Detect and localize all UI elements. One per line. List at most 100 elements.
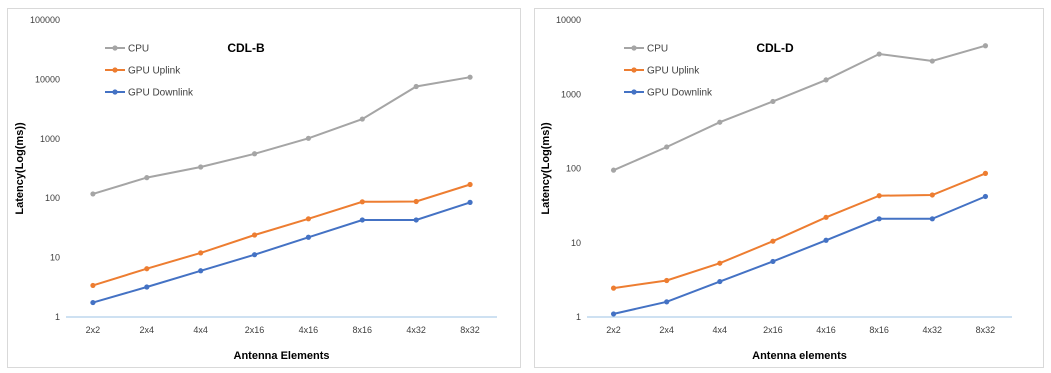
y-tick-label: 100: [45, 193, 60, 203]
data-point: [664, 144, 670, 150]
data-point: [823, 77, 829, 83]
x-tick-label: 8x32: [976, 325, 996, 335]
x-tick-label: 2x4: [659, 325, 674, 335]
x-tick-label: 8x16: [869, 325, 889, 335]
legend-swatch-marker: [631, 89, 637, 95]
x-tick-label: 4x4: [713, 325, 728, 335]
x-tick-label: 2x4: [140, 325, 155, 335]
data-point: [467, 181, 473, 188]
chart-panel-cdl-b: 1 10 100 1000 10000 100000 2x2 2x4 4x4 2x16 4x16 8x…: [7, 8, 521, 368]
data-point: [929, 58, 935, 64]
data-point: [251, 252, 258, 258]
y-tick-label: 100: [566, 164, 581, 174]
data-point: [770, 98, 776, 105]
series-line-1: [613, 172, 986, 290]
legend-label: GPU Downlink: [128, 88, 194, 99]
x-tick-label: 4x32: [923, 325, 943, 335]
data-point: [876, 193, 882, 199]
x-axis-label: Antenna elements: [752, 350, 847, 362]
legend-swatch-marker: [631, 45, 637, 51]
data-point: [413, 83, 419, 90]
data-point: [198, 250, 204, 256]
data-point: [90, 191, 96, 197]
data-point: [198, 268, 204, 274]
legend-label: CPU: [128, 44, 149, 55]
legend-label: GPU Uplink: [647, 66, 700, 77]
legend-label: GPU Uplink: [128, 66, 181, 77]
data-point: [305, 234, 312, 240]
x-tick-label: 8x16: [353, 325, 373, 335]
data-point: [664, 299, 670, 305]
data-point: [717, 278, 723, 285]
y-axis-label: Latency(Log(ms)): [540, 122, 552, 215]
y-tick-label: 1: [55, 312, 60, 322]
data-point: [770, 238, 776, 244]
x-tick-label: 2x2: [86, 325, 101, 335]
data-point: [467, 199, 473, 205]
data-point: [144, 266, 150, 272]
chart-cdl-b: 1 10 100 1000 10000 100000 2x2 2x4 4x4 2x16 4x16 8x…: [14, 15, 497, 362]
data-point: [823, 237, 829, 243]
data-point: [610, 285, 617, 291]
chart-title: CDL-D: [756, 41, 794, 55]
y-tick-label: 100000: [30, 15, 60, 25]
x-axis-label: Antenna Elements: [234, 350, 330, 362]
x-tick-label: 4x4: [193, 325, 208, 335]
data-point: [467, 74, 473, 80]
data-point: [610, 167, 617, 173]
data-point: [413, 217, 419, 223]
data-point: [251, 151, 258, 157]
y-axis-label: Latency(Log(ms)): [14, 122, 26, 215]
data-point: [359, 199, 365, 205]
y-tick-label: 10: [571, 238, 581, 248]
x-tick-label: 2x2: [606, 325, 621, 335]
data-point: [144, 284, 150, 290]
series-line-2: [92, 201, 471, 304]
data-point: [770, 258, 776, 265]
legend-label: CPU: [647, 44, 668, 55]
x-tick-label: 4x32: [406, 325, 426, 335]
chart-title: CDL-B: [227, 41, 265, 55]
x-tick-label: 4x16: [299, 325, 319, 335]
data-point: [876, 51, 882, 57]
data-point: [929, 216, 935, 222]
chart-cdl-d: 1 10 100 1000 10000 2x2 2x4 4x4 2x16 4x16 8x16 4x32…: [540, 15, 1012, 362]
data-point: [664, 277, 670, 284]
y-tick-label: 10000: [556, 15, 581, 25]
series-line-2: [613, 195, 986, 315]
x-tick-label: 2x16: [245, 325, 265, 335]
legend-swatch-marker: [112, 89, 118, 95]
data-point: [929, 192, 935, 198]
data-point: [305, 135, 312, 141]
series-line-0: [92, 76, 471, 195]
y-tick-label: 1: [576, 312, 581, 322]
chart-panel-cdl-d: 1 10 100 1000 10000 2x2 2x4 4x4 2x16 4x16 8x16 4x32…: [534, 8, 1044, 368]
data-point: [982, 170, 989, 176]
data-point: [305, 216, 312, 222]
data-point: [251, 232, 258, 238]
data-point: [982, 193, 989, 200]
data-point: [876, 216, 882, 222]
data-point: [823, 214, 829, 220]
data-point: [90, 299, 96, 306]
data-point: [413, 198, 419, 205]
legend-swatch-marker: [112, 45, 118, 51]
x-tick-label: 4x16: [816, 325, 836, 335]
y-tick-label: 1000: [40, 134, 60, 144]
data-point: [359, 217, 365, 223]
data-point: [144, 175, 150, 181]
y-tick-label: 10: [50, 253, 60, 263]
data-point: [610, 311, 617, 317]
series-line-1: [92, 183, 471, 287]
legend-swatch-marker: [112, 67, 118, 73]
x-tick-label: 2x16: [763, 325, 783, 335]
y-tick-label: 1000: [561, 89, 581, 99]
data-point: [982, 43, 989, 49]
data-point: [90, 282, 96, 289]
data-point: [198, 164, 204, 170]
data-point: [359, 116, 365, 122]
legend-swatch-marker: [631, 67, 637, 73]
data-point: [717, 119, 723, 125]
legend-label: GPU Downlink: [647, 88, 713, 99]
x-tick-label: 8x32: [460, 325, 480, 335]
